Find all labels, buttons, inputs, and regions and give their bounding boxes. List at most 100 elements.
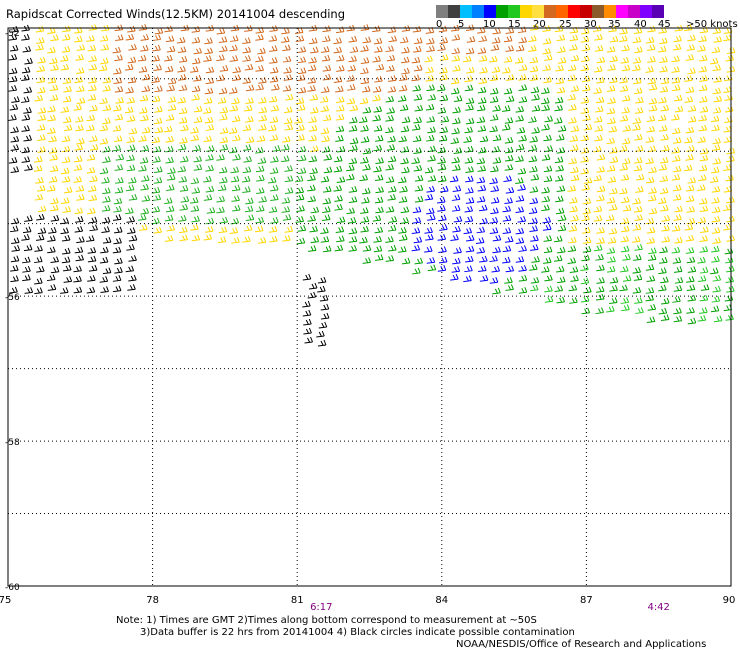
wind-barb xyxy=(515,155,524,163)
wind-barb xyxy=(464,205,474,213)
wind-barb xyxy=(8,67,18,75)
wind-barb xyxy=(648,104,658,112)
wind-barb xyxy=(609,156,619,164)
wind-barb xyxy=(166,84,175,92)
wind-barb xyxy=(436,196,446,204)
wind-barb xyxy=(128,43,137,51)
wind-barb xyxy=(88,264,98,272)
wind-barb xyxy=(424,245,433,253)
wind-barb xyxy=(569,266,579,274)
wind-barb xyxy=(124,63,134,71)
wind-barb xyxy=(451,54,461,62)
wind-barb xyxy=(621,44,630,52)
wind-barb xyxy=(697,314,707,322)
plot-frame xyxy=(7,27,732,587)
wind-barb xyxy=(567,257,577,265)
wind-barb xyxy=(333,37,342,45)
wind-barb xyxy=(726,285,735,293)
wind-barb xyxy=(60,167,70,175)
wind-barb xyxy=(10,217,20,225)
wind-barb xyxy=(697,184,706,192)
wind-barb xyxy=(620,235,629,243)
wind-barb xyxy=(632,56,642,64)
wind-barb xyxy=(518,36,527,44)
wind-barb xyxy=(372,114,381,122)
wind-barb xyxy=(607,237,617,244)
wind-barb xyxy=(115,97,124,104)
wind-barb xyxy=(140,44,149,52)
wind-barb xyxy=(686,256,696,264)
wind-barb xyxy=(180,195,190,203)
wind-barb xyxy=(541,104,550,112)
wind-barb xyxy=(50,204,59,212)
wind-barb xyxy=(385,114,394,122)
wind-barb xyxy=(581,55,590,63)
wind-barb xyxy=(595,253,604,261)
wind-barb xyxy=(302,300,311,308)
wind-barb xyxy=(502,105,511,112)
wind-barb xyxy=(492,246,501,254)
wind-barb xyxy=(385,163,394,171)
wind-barb xyxy=(648,97,658,105)
wind-barb xyxy=(177,74,187,81)
wind-barb xyxy=(75,216,84,223)
wind-barb xyxy=(307,215,316,222)
wind-barb xyxy=(674,105,684,113)
wind-barb xyxy=(47,46,56,54)
wind-barb xyxy=(316,330,325,338)
wind-barb xyxy=(296,237,306,245)
wind-barb xyxy=(557,46,566,53)
wind-barb xyxy=(179,137,188,144)
wind-barb xyxy=(216,54,225,62)
wind-barb xyxy=(203,55,212,62)
wind-barb xyxy=(529,197,539,205)
wind-barb xyxy=(619,145,628,152)
wind-barb xyxy=(489,96,499,103)
wind-barb xyxy=(374,46,383,53)
wind-barb xyxy=(464,156,474,164)
wind-barb xyxy=(317,339,327,347)
wind-barb xyxy=(310,46,319,54)
wind-barb xyxy=(61,156,71,164)
wind-barb xyxy=(411,157,420,164)
wind-barb xyxy=(284,175,294,183)
wind-barb xyxy=(112,275,122,282)
wind-barb xyxy=(568,104,577,111)
wind-barb xyxy=(401,166,410,174)
wind-barb xyxy=(309,37,318,45)
wind-barb xyxy=(242,37,251,45)
wind-barb xyxy=(687,67,696,75)
wind-barb xyxy=(504,197,513,205)
legend-tick-label: 45 xyxy=(658,19,671,30)
wind-barb xyxy=(490,44,500,51)
wind-barb xyxy=(284,165,293,172)
wind-barb xyxy=(596,56,606,64)
wind-barb xyxy=(619,85,629,92)
wind-barb xyxy=(503,35,513,43)
wind-barb xyxy=(73,275,82,283)
wind-barb xyxy=(594,134,603,142)
wind-barb xyxy=(334,195,343,202)
wind-barb xyxy=(686,307,695,314)
wind-barb xyxy=(193,164,203,171)
wind-barb xyxy=(633,164,643,172)
wind-barb xyxy=(479,66,488,74)
wind-barb xyxy=(138,24,148,31)
wind-barb xyxy=(557,214,567,222)
wind-barb xyxy=(270,194,279,201)
wind-barb xyxy=(660,104,670,112)
wind-barb xyxy=(645,176,655,184)
wind-barb xyxy=(321,86,330,93)
wind-barb xyxy=(450,234,459,241)
wind-barb xyxy=(606,214,615,222)
wind-barb xyxy=(464,84,474,92)
wind-barb xyxy=(113,197,123,205)
wind-barb xyxy=(450,137,460,145)
wind-barb xyxy=(229,146,238,154)
wind-barb xyxy=(360,67,369,75)
wind-barb xyxy=(697,216,707,224)
wind-barb xyxy=(281,206,291,213)
wind-barb xyxy=(282,234,291,242)
wind-barb xyxy=(556,134,565,141)
wind-barb xyxy=(74,207,83,215)
